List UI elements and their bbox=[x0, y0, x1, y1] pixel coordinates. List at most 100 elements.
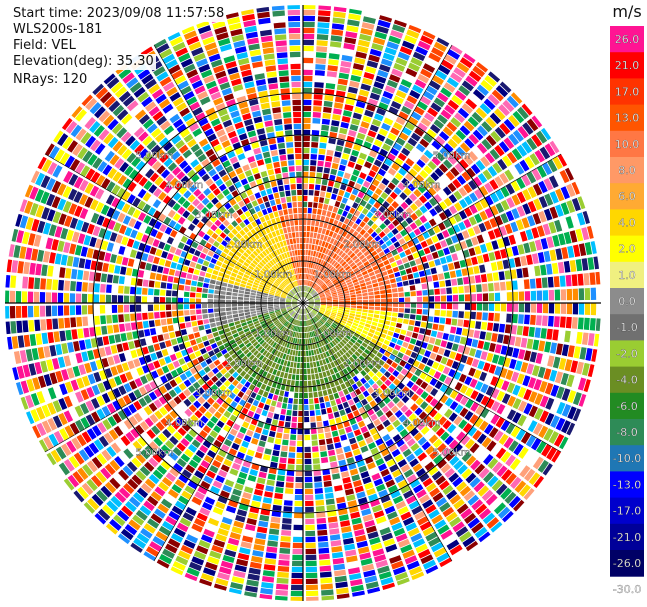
range-gate bbox=[377, 323, 384, 328]
range-gate bbox=[384, 505, 396, 515]
range-gate bbox=[69, 293, 76, 303]
range-gate bbox=[353, 143, 362, 152]
range-gate bbox=[284, 335, 289, 341]
range-gate bbox=[494, 215, 504, 226]
range-gate bbox=[330, 212, 337, 219]
range-gate bbox=[380, 311, 386, 316]
range-gate bbox=[350, 347, 356, 353]
range-gate bbox=[463, 490, 476, 502]
range-gate bbox=[559, 275, 566, 287]
range-gate bbox=[318, 148, 326, 155]
range-gate bbox=[342, 476, 351, 484]
range-gate bbox=[400, 229, 408, 237]
range-gate bbox=[368, 54, 380, 63]
range-gate bbox=[512, 384, 521, 396]
range-gate bbox=[419, 169, 429, 179]
range-gate bbox=[148, 457, 159, 468]
range-gate bbox=[259, 348, 266, 354]
range-gate bbox=[11, 260, 19, 273]
range-gate bbox=[312, 124, 320, 130]
range-gate bbox=[322, 325, 327, 331]
range-gate bbox=[410, 203, 418, 212]
range-gate bbox=[397, 318, 403, 323]
range-gate bbox=[405, 453, 416, 463]
range-gate bbox=[282, 320, 287, 325]
range-gate bbox=[346, 281, 353, 286]
range-gate bbox=[426, 343, 434, 351]
range-gate bbox=[528, 405, 538, 418]
range-gate bbox=[240, 541, 252, 549]
range-gate bbox=[303, 123, 311, 130]
range-gate bbox=[72, 256, 80, 268]
range-gate bbox=[368, 257, 375, 264]
range-gate bbox=[258, 361, 264, 368]
range-gate bbox=[314, 245, 318, 251]
range-gate bbox=[118, 353, 127, 363]
range-gate bbox=[513, 443, 524, 456]
range-gate bbox=[538, 195, 548, 209]
range-gate bbox=[295, 313, 299, 319]
range-gate bbox=[467, 426, 478, 437]
range-gate bbox=[28, 319, 35, 332]
range-gate bbox=[206, 388, 214, 396]
range-gate bbox=[304, 440, 311, 447]
range-gate bbox=[327, 516, 338, 523]
range-gate bbox=[237, 391, 245, 398]
range-gate bbox=[180, 329, 188, 336]
range-gate bbox=[504, 169, 515, 181]
range-gate bbox=[293, 524, 303, 531]
range-gate bbox=[319, 282, 325, 287]
range-gate bbox=[387, 268, 394, 275]
range-gate bbox=[434, 401, 444, 411]
range-gate bbox=[258, 388, 264, 396]
range-gate bbox=[307, 207, 312, 214]
range-gate bbox=[380, 58, 393, 67]
range-gate bbox=[328, 53, 340, 60]
range-gate bbox=[425, 384, 434, 393]
range-gate bbox=[433, 454, 443, 465]
range-gate bbox=[536, 290, 543, 301]
range-gate bbox=[311, 244, 315, 251]
range-gate bbox=[334, 96, 345, 104]
range-gate bbox=[304, 482, 313, 489]
range-gate bbox=[468, 133, 480, 145]
range-gate bbox=[344, 380, 351, 388]
range-gate bbox=[395, 196, 404, 205]
range-gate bbox=[77, 328, 84, 339]
range-gate bbox=[213, 308, 220, 313]
range-gate bbox=[303, 350, 306, 357]
range-gate bbox=[349, 468, 359, 476]
range-gate bbox=[184, 485, 195, 495]
range-gate bbox=[378, 251, 385, 258]
range-gate bbox=[452, 294, 459, 302]
range-gate bbox=[285, 482, 294, 488]
range-gate bbox=[201, 383, 210, 391]
range-gate bbox=[569, 259, 577, 272]
range-gate bbox=[305, 286, 308, 292]
range-gate bbox=[256, 477, 266, 485]
range-gate bbox=[537, 252, 545, 263]
range-gate bbox=[282, 340, 286, 347]
range-gate bbox=[332, 114, 341, 121]
range-gate bbox=[327, 143, 335, 151]
range-gate bbox=[219, 522, 231, 531]
range-gate bbox=[360, 199, 367, 207]
range-gate bbox=[391, 162, 400, 171]
range-gate bbox=[352, 409, 360, 417]
range-gate bbox=[75, 352, 83, 364]
range-gate bbox=[500, 487, 512, 500]
range-gate bbox=[215, 380, 223, 388]
range-gate bbox=[297, 332, 300, 339]
range-gate bbox=[317, 227, 323, 234]
range-gate bbox=[434, 303, 441, 309]
range-gate bbox=[242, 394, 249, 402]
range-gate bbox=[461, 171, 471, 182]
range-gate bbox=[325, 321, 331, 327]
range-gate bbox=[311, 130, 320, 136]
range-gate bbox=[338, 308, 344, 312]
range-gate bbox=[288, 367, 293, 374]
range-gate bbox=[338, 304, 345, 307]
range-gate bbox=[465, 472, 477, 484]
range-gate bbox=[375, 75, 387, 84]
range-gate bbox=[451, 253, 459, 262]
